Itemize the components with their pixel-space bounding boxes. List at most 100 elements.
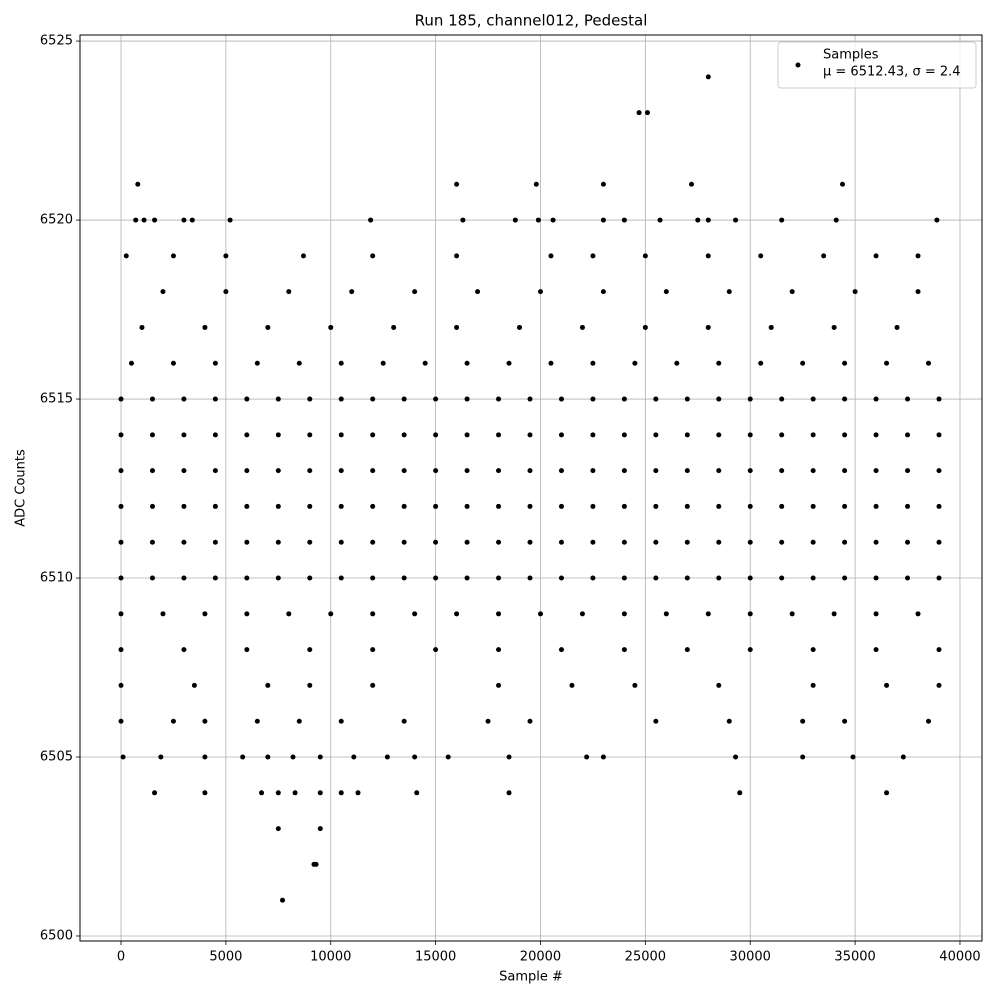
point [464,575,470,581]
point [307,682,313,688]
point [705,611,711,617]
point [401,718,407,724]
point [663,289,669,295]
point [313,861,319,867]
point [569,682,575,688]
point [454,181,460,187]
point [831,611,837,617]
point [915,253,921,259]
point [779,217,785,223]
point [590,539,596,545]
point [170,718,176,724]
point [663,611,669,617]
point [873,647,879,653]
point [317,754,323,760]
point [328,324,334,330]
point [733,754,739,760]
point [779,396,785,402]
point [496,647,502,653]
point [621,539,627,545]
point [370,253,376,259]
point [254,360,260,366]
point [506,790,512,796]
point [464,503,470,509]
y-tick-label: 6505 [40,750,73,765]
point [747,575,753,581]
point [445,754,451,760]
point [884,790,890,796]
point [936,396,942,402]
point [621,575,627,581]
point [464,360,470,366]
point [123,253,129,259]
point [380,360,386,366]
point [433,503,439,509]
point [695,217,701,223]
point [506,360,512,366]
point [789,611,795,617]
x-tick-label: 25000 [625,950,666,965]
point [621,468,627,474]
point [590,360,596,366]
point [527,503,533,509]
point [779,575,785,581]
point [292,790,298,796]
point [133,217,139,223]
point [412,611,418,617]
point [873,539,879,545]
point [705,253,711,259]
point [873,575,879,581]
point [558,575,564,581]
point [275,575,281,581]
point [149,396,155,402]
plot-frame [79,34,983,942]
point [118,682,124,688]
chart-title: Run 185, channel012, Pedestal [415,12,648,30]
point [370,611,376,617]
point [800,360,806,366]
y-axis-label: ADC Counts [14,449,29,527]
point [689,181,695,187]
point [317,790,323,796]
point [370,539,376,545]
point [747,647,753,653]
point [900,754,906,760]
point [758,360,764,366]
point [842,575,848,581]
point [842,539,848,545]
point [621,396,627,402]
point [307,503,313,509]
point [642,253,648,259]
point [810,396,816,402]
point [158,754,164,760]
point [621,611,627,617]
point [464,468,470,474]
point [351,754,357,760]
point [716,468,722,474]
point [152,790,158,796]
point [170,360,176,366]
point [779,432,785,438]
point [527,432,533,438]
point [391,324,397,330]
point [433,396,439,402]
point [212,468,218,474]
point [905,503,911,509]
point [401,503,407,509]
point [840,181,846,187]
point [223,253,229,259]
point [139,324,145,330]
point [181,503,187,509]
point [600,217,606,223]
point [653,468,659,474]
point [433,647,439,653]
point [779,468,785,474]
point [852,289,858,295]
point [590,253,596,259]
point [590,575,596,581]
point [733,217,739,223]
point [496,539,502,545]
point [821,253,827,259]
y-tick-label: 6520 [40,213,73,228]
